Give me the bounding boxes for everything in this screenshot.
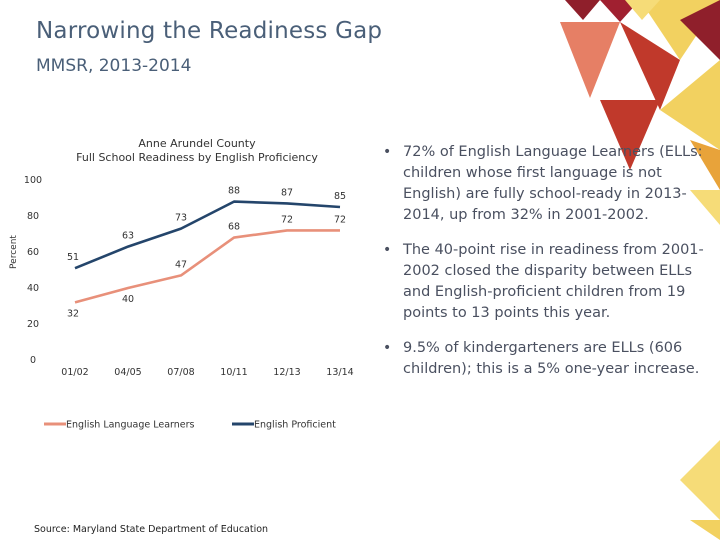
readiness-line-chart: Anne Arundel County Full School Readines… [9, 137, 354, 431]
source-note: Source: Maryland State Department of Edu… [34, 524, 269, 535]
chart-title: Anne Arundel County [138, 137, 256, 150]
y-tick-label: 100 [24, 175, 42, 186]
data-label-proficient: 85 [334, 191, 346, 202]
x-tick-label: 12/13 [273, 367, 300, 378]
data-label-ell: 32 [67, 308, 79, 319]
bullet-text: 9.5% of kindergarteners are ELLs (606 ch… [403, 340, 700, 377]
data-label-proficient: 63 [122, 231, 134, 242]
decorative-triangle [660, 60, 720, 150]
data-label-proficient: 87 [281, 187, 293, 198]
slide-subtitle: MMSR, 2013-2014 [36, 56, 192, 76]
series-line-ell [74, 229, 340, 304]
data-label-ell: 68 [228, 222, 240, 233]
decorative-triangle [565, 0, 600, 20]
decorative-triangle [680, 440, 720, 520]
x-tick-label: 07/08 [167, 367, 194, 378]
decorative-triangle [600, 100, 660, 170]
data-label-proficient: 73 [175, 213, 187, 224]
data-label-ell: 72 [334, 214, 346, 225]
decorative-triangle [560, 22, 620, 98]
data-label-proficient: 88 [228, 186, 240, 197]
legend-label-ell: English Language Learners [66, 420, 195, 431]
decorative-triangle [625, 0, 660, 20]
x-tick-label: 04/05 [114, 367, 141, 378]
bullet-ell-share: • 9.5% of kindergarteners are ELLs (606 c… [383, 338, 720, 380]
bullet-icon: • [383, 340, 392, 356]
data-label-ell: 40 [122, 294, 134, 305]
decorative-triangle [690, 520, 720, 540]
data-label-ell: 72 [281, 214, 293, 225]
decorative-triangle [690, 140, 720, 190]
legend-label-proficient: English Proficient [254, 420, 336, 431]
data-label-proficient: 51 [67, 252, 79, 263]
y-tick-label: 0 [30, 355, 36, 366]
bullet-gap-closed: • The 40-point rise in readiness from 200… [383, 240, 720, 324]
bullet-ell-readiness: • 72% of English Language Learners (ELLs:… [383, 142, 720, 226]
y-tick-label: 40 [27, 283, 39, 294]
decorative-triangle [620, 22, 680, 110]
slide-title: Narrowing the Readiness Gap [36, 18, 383, 44]
decorative-triangle [680, 0, 720, 60]
y-tick-label: 20 [27, 319, 39, 330]
decorative-triangle [690, 190, 720, 225]
x-tick-label: 10/11 [220, 367, 247, 378]
series-line-proficient [74, 200, 341, 270]
y-tick-label: 60 [27, 247, 39, 258]
y-tick-label: 80 [27, 211, 39, 222]
bullet-icon: • [383, 242, 392, 258]
x-tick-label: 13/14 [326, 367, 353, 378]
data-label-ell: 47 [175, 259, 187, 270]
x-tick-label: 01/02 [61, 367, 88, 378]
bullet-text: The 40-point rise in readiness from 2001… [403, 242, 704, 321]
y-axis-label: Percent [9, 235, 19, 269]
key-findings-list: • 72% of English Language Learners (ELLs:… [383, 142, 720, 394]
chart-subtitle: Full School Readiness by English Profici… [76, 151, 318, 164]
bullet-icon: • [383, 144, 392, 160]
bullet-text: 72% of English Language Learners (ELLs: … [403, 144, 703, 223]
